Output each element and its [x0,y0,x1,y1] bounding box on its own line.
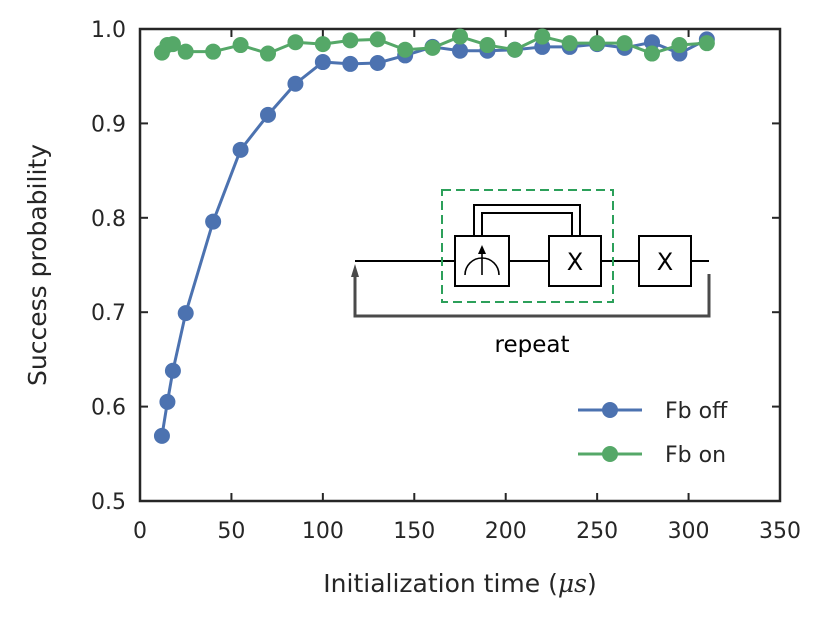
x-tick-label: 250 [576,519,618,544]
feedback-dashed-box [441,189,614,303]
x-tick-label: 200 [485,519,527,544]
y-tick-label: 0.6 [91,396,126,421]
data-point-fb-on [506,41,523,58]
y-axis-label: Success probability [23,144,52,386]
data-point-fb-off [232,141,249,158]
series-line-fb-off [160,38,708,437]
data-point-fb-off [177,305,194,322]
repeat-arrowhead-icon [351,264,359,277]
data-point-fb-on [589,35,606,52]
data-point-fb-on [314,36,331,53]
repeat-label: repeat [495,332,570,358]
data-point-fb-on [561,35,578,52]
data-point-fb-on [205,43,222,60]
feedback-wire-outer [473,204,581,236]
data-point-fb-on [616,35,633,52]
data-point-fb-off [342,55,359,72]
data-point-fb-on [369,31,386,48]
data-point-fb-off [164,362,181,379]
data-point-fb-on [260,45,276,62]
x-axis-label: Initialization time (μs) [323,569,596,598]
feedback-wire-inner [481,212,573,236]
data-point-fb-on [698,35,715,52]
series-fb-off [153,31,715,444]
x-tick-label: 0 [133,519,147,544]
inset-circuit-diagram: X X repeat [351,189,711,358]
data-point-fb-off [644,34,660,51]
data-point-fb-off [159,393,176,410]
data-point-fb-off [369,54,386,71]
x-tick-label: 150 [393,519,435,544]
data-point-fb-off [153,427,170,444]
x-gate-conditional-label: X [567,248,583,276]
data-point-fb-off [287,75,304,92]
data-point-fb-off [452,42,468,59]
data-point-fb-off [260,106,276,123]
x-tick-label: 350 [759,519,801,544]
x-gate-label: X [657,248,673,276]
data-point-fb-on [397,41,414,58]
x-tick-label: 300 [668,519,710,544]
measurement-arrowhead-icon [478,245,486,254]
data-point-fb-on [452,28,468,45]
y-axis-ticks: 0.5 0.6 0.7 0.8 0.9 1.0 [91,18,780,515]
data-point-fb-on [232,37,249,54]
x-axis-ticks: 0 50 100 150 200 250 300 350 [133,29,801,544]
series-fb-on [153,28,715,62]
data-point-fb-on [287,34,304,51]
data-point-fb-on [644,45,660,62]
legend: Fb off Fb on [578,399,728,468]
data-point-fb-on [479,37,496,54]
data-point-fb-on [342,32,359,49]
legend-label-fb-off: Fb off [665,399,728,424]
x-tick-label: 50 [217,519,245,544]
data-point-fb-off [205,213,222,230]
repeat-loop-arrow [353,274,711,318]
data-point-fb-on [177,43,194,60]
series-layer [153,28,715,444]
data-point-fb-on [534,28,551,45]
x-tick-label: 100 [302,519,344,544]
y-tick-label: 0.9 [91,112,126,137]
y-tick-label: 1.0 [91,18,126,43]
legend-marker-fb-on [602,446,618,462]
data-point-fb-off [314,54,331,71]
data-point-fb-on [424,39,441,56]
x-gate-conditional [548,235,602,287]
y-tick-label: 0.5 [91,490,126,515]
x-gate [638,235,692,287]
data-point-fb-on [671,37,688,54]
y-tick-label: 0.8 [91,207,126,232]
data-point-fb-on [164,36,181,53]
legend-label-fb-on: Fb on [665,443,726,468]
legend-marker-fb-off [602,402,618,418]
y-tick-label: 0.7 [91,301,126,326]
